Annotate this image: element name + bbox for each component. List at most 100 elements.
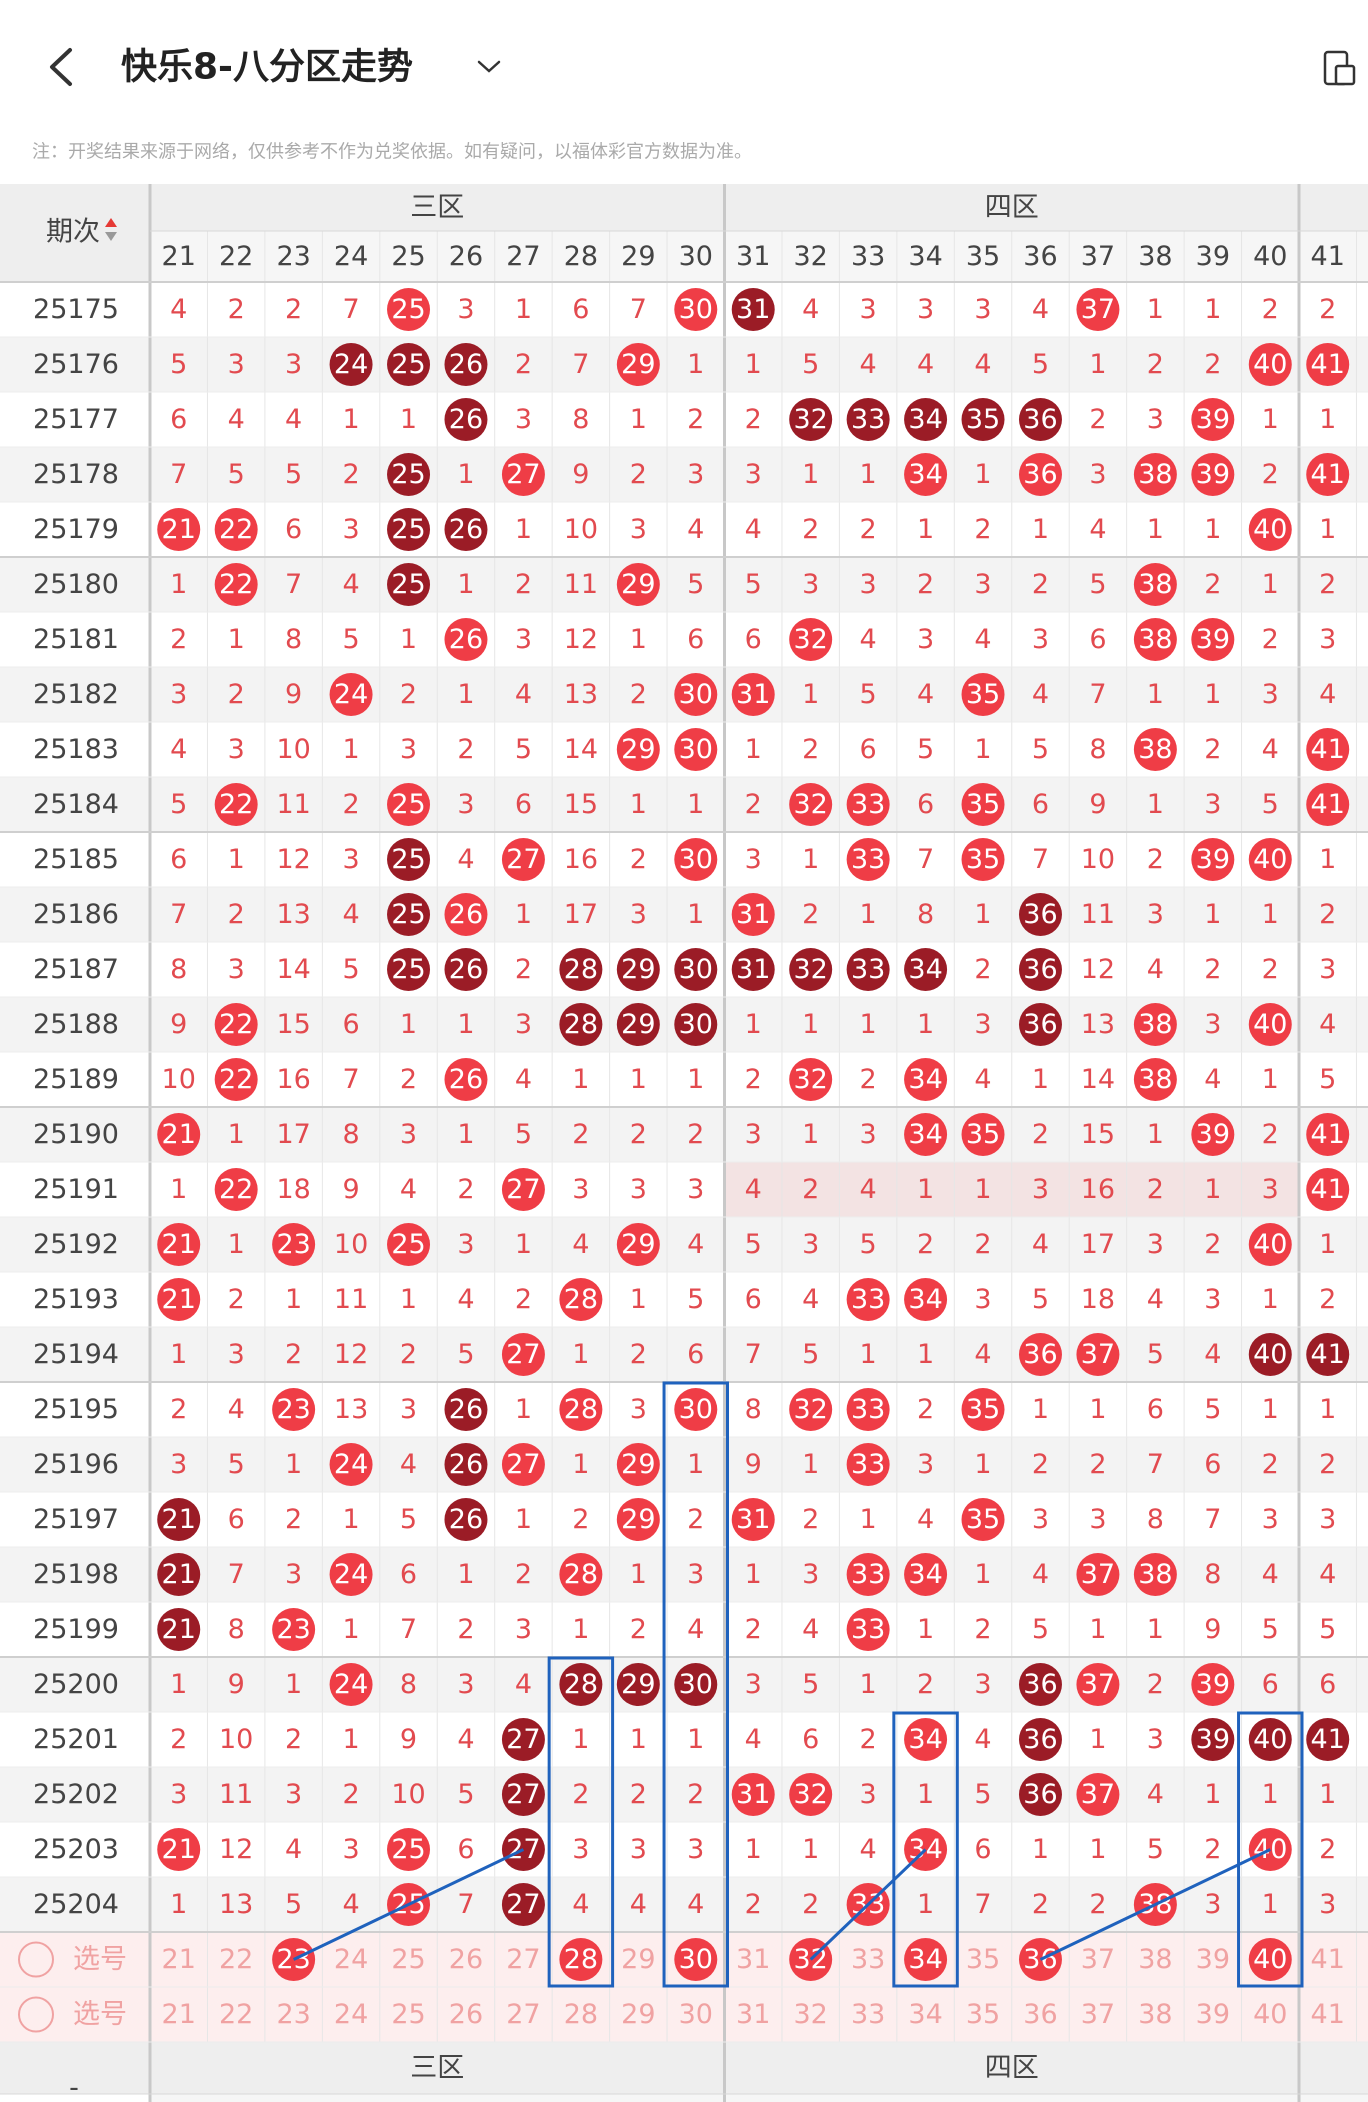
- ball-number: 29: [621, 1009, 655, 1040]
- miss-count: 2: [1319, 1284, 1336, 1315]
- repeat-ball: [731, 288, 775, 331]
- ball-number: 27: [506, 1724, 540, 1755]
- repeat-ball: [616, 948, 660, 991]
- column-number: 28: [564, 241, 598, 272]
- hit-ball: [329, 673, 373, 716]
- miss-count: 6: [400, 1559, 417, 1590]
- miss-count: 1: [285, 1449, 302, 1480]
- repeat-ball: [904, 948, 948, 991]
- miss-count: 5: [228, 1449, 245, 1480]
- repeat-ball: [731, 948, 775, 991]
- miss-count: 11: [219, 1779, 253, 1810]
- miss-count: 6: [1319, 1669, 1336, 1700]
- miss-count: 2: [285, 1724, 302, 1755]
- miss-count: 3: [1204, 789, 1221, 820]
- miss-count: 3: [1147, 404, 1164, 435]
- miss-count: 4: [745, 1724, 762, 1755]
- miss-count: 1: [687, 349, 704, 380]
- miss-count: 5: [170, 349, 187, 380]
- issue-number: 25180: [33, 569, 119, 600]
- miss-count: 7: [342, 294, 359, 325]
- hit-ball: [1076, 1663, 1120, 1706]
- miss-count: 2: [974, 514, 991, 545]
- issue-number: 25186: [33, 899, 119, 930]
- miss-count: 8: [1204, 1559, 1221, 1590]
- select-toggle[interactable]: 选号: [18, 1941, 127, 1978]
- ball-number: 30: [679, 1944, 713, 1975]
- page-title[interactable]: 快乐8-八分区走势: [121, 47, 413, 88]
- ball-number: 41: [1311, 1119, 1345, 1150]
- miss-count: 1: [917, 1889, 934, 1920]
- miss-count: 5: [802, 1339, 819, 1370]
- miss-count: 6: [572, 294, 589, 325]
- icon-shape: [1334, 64, 1356, 86]
- device-icon[interactable]: [1323, 50, 1356, 86]
- ball-number: 41: [1311, 1339, 1345, 1370]
- ball-number: 40: [1253, 1009, 1287, 1040]
- miss-count: 2: [860, 514, 877, 545]
- ball-number: 26: [449, 624, 483, 655]
- miss-count: 8: [745, 1394, 762, 1425]
- miss-count: 6: [342, 1009, 359, 1040]
- ball-number: 29: [621, 1669, 655, 1700]
- miss-count: 3: [400, 734, 417, 765]
- miss-count: 1: [860, 1669, 877, 1700]
- ball-number: 26: [449, 1449, 483, 1480]
- miss-count: 2: [687, 1504, 704, 1535]
- miss-count: 2: [1262, 954, 1279, 985]
- hit-ball: [1133, 1553, 1177, 1596]
- select-number: 35: [966, 1999, 1000, 2030]
- ball-number: 30: [679, 1669, 713, 1700]
- select-number: 28: [564, 1999, 598, 2030]
- miss-count: 5: [974, 1779, 991, 1810]
- repeat-ball: [444, 1443, 488, 1486]
- back-button[interactable]: [50, 48, 72, 86]
- miss-count: 1: [1204, 679, 1221, 710]
- miss-count: 2: [802, 1504, 819, 1535]
- ball-number: 22: [219, 569, 253, 600]
- miss-count: 9: [170, 1009, 187, 1040]
- select-number: 21: [162, 1999, 196, 2030]
- ball-number: 41: [1311, 1174, 1345, 1205]
- issue-number: 25184: [33, 789, 119, 820]
- ball-number: 25: [391, 954, 425, 985]
- repeat-ball: [387, 563, 431, 606]
- repeat-ball: [1248, 1718, 1292, 1761]
- ball-number: 35: [966, 404, 1000, 435]
- miss-count: 4: [1147, 1284, 1164, 1315]
- miss-count: 8: [1147, 1504, 1164, 1535]
- miss-count: 4: [1147, 954, 1164, 985]
- issue-number: 25179: [33, 514, 119, 545]
- miss-count: 6: [745, 624, 762, 655]
- select-toggle[interactable]: 选号: [18, 1996, 127, 2033]
- miss-count: 8: [170, 954, 187, 985]
- miss-count: 4: [285, 1834, 302, 1865]
- hit-ball: [387, 1223, 431, 1266]
- miss-count: 5: [515, 1119, 532, 1150]
- hit-ball: [1076, 1333, 1120, 1376]
- miss-count: 4: [228, 404, 245, 435]
- miss-count: 1: [974, 1174, 991, 1205]
- miss-count: 7: [630, 294, 647, 325]
- ball-number: 21: [162, 514, 196, 545]
- ball-number: 39: [1196, 1669, 1230, 1700]
- ball-number: 22: [219, 1064, 253, 1095]
- ball-number: 36: [1023, 899, 1057, 930]
- ball-number: 21: [162, 1284, 196, 1315]
- miss-count: 7: [917, 844, 934, 875]
- miss-count: 9: [400, 1724, 417, 1755]
- miss-count: 5: [687, 569, 704, 600]
- hit-ball: [789, 783, 833, 826]
- miss-count: 1: [917, 1339, 934, 1370]
- miss-count: 1: [1204, 899, 1221, 930]
- title-dropdown[interactable]: [477, 60, 501, 73]
- miss-count: 4: [917, 1504, 934, 1535]
- ball-number: 31: [736, 954, 770, 985]
- select-number: 32: [793, 1999, 827, 2030]
- miss-count: 1: [342, 1724, 359, 1755]
- issue-number: 25181: [33, 624, 119, 655]
- miss-count: 1: [974, 734, 991, 765]
- miss-count: 2: [802, 514, 819, 545]
- zone-label: 四区: [985, 192, 1039, 223]
- miss-count: 12: [564, 624, 598, 655]
